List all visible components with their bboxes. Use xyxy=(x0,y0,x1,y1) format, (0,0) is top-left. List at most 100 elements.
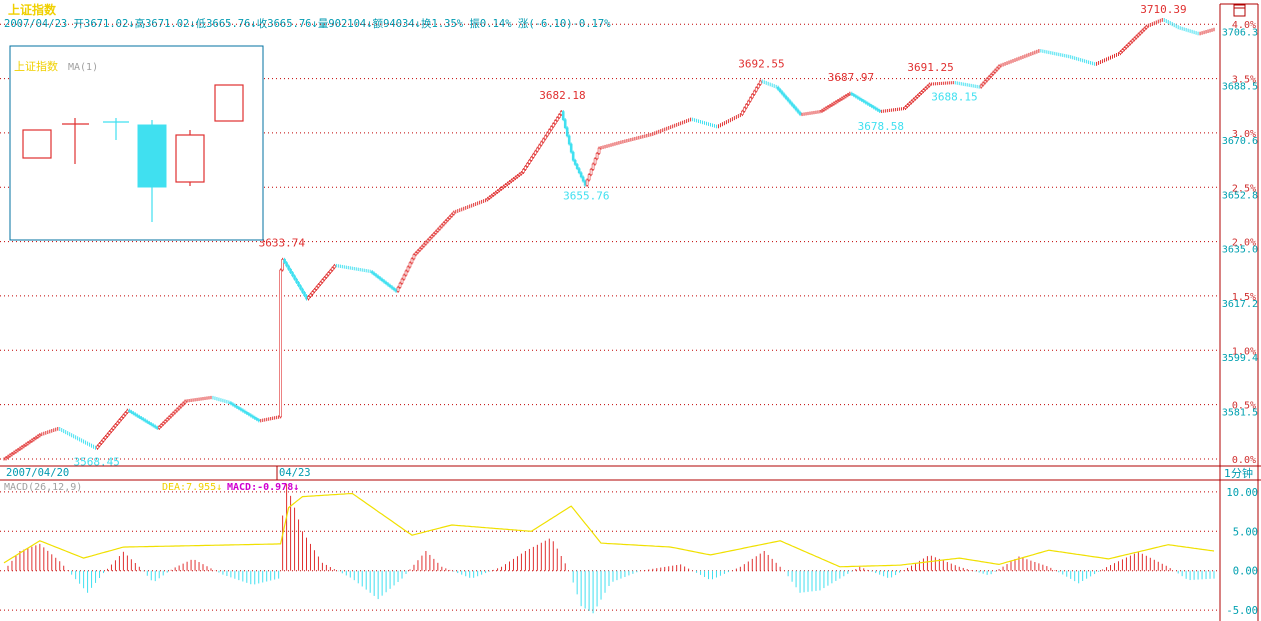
candle-body xyxy=(153,425,157,428)
legend-box xyxy=(9,45,264,241)
candle-body xyxy=(918,93,921,96)
candle-body xyxy=(382,280,386,283)
legend-candle-samples xyxy=(22,84,244,222)
candle-body xyxy=(181,402,185,406)
candle-body xyxy=(96,445,99,449)
candle-body xyxy=(868,103,872,106)
candle-body xyxy=(850,92,854,95)
candle-body xyxy=(747,100,750,105)
candles xyxy=(3,17,1215,461)
candle-body xyxy=(528,159,531,164)
candle-body xyxy=(374,274,378,277)
extreme-label: 3692.55 xyxy=(738,57,784,70)
candle-body xyxy=(179,404,183,408)
candle-body xyxy=(591,163,595,170)
candle-body xyxy=(1135,35,1138,39)
candle-body xyxy=(490,195,493,198)
interval-label[interactable]: 1分钟 xyxy=(1224,466,1253,480)
candle-body xyxy=(430,235,434,238)
candle-body xyxy=(438,226,442,230)
candle-body xyxy=(565,127,569,137)
candle-body xyxy=(36,435,40,438)
candle-body xyxy=(100,440,103,444)
candle-body xyxy=(333,265,336,269)
candle-body xyxy=(526,163,529,167)
extreme-label: 3691.25 xyxy=(907,61,953,74)
candle-body xyxy=(561,111,565,120)
extreme-label: 3655.76 xyxy=(563,189,609,202)
price-tick-label: 3599.4 xyxy=(1222,353,1258,364)
candle-body xyxy=(138,415,141,418)
candle-body xyxy=(991,71,995,75)
candle-body xyxy=(303,292,306,296)
candle-body xyxy=(372,272,376,275)
candle-body xyxy=(120,417,123,421)
candle-body xyxy=(24,443,28,446)
candle-body xyxy=(398,282,402,288)
candle-body xyxy=(750,94,754,99)
candle-body xyxy=(743,107,746,112)
candle-body xyxy=(309,293,312,297)
candle-body xyxy=(530,156,533,161)
candle-body xyxy=(792,105,796,109)
price-tick-label: 3688.5 xyxy=(1222,82,1258,93)
candle-body xyxy=(323,277,326,281)
candle-body xyxy=(245,412,249,414)
candle-body xyxy=(32,438,36,441)
candle-body xyxy=(4,457,8,460)
candle-body xyxy=(370,271,374,274)
candle-body xyxy=(442,222,446,226)
candle-body xyxy=(239,408,243,411)
chart-title: 上证指数 xyxy=(8,2,57,17)
candle-body xyxy=(253,416,257,419)
candle-body xyxy=(424,241,428,245)
candle-body xyxy=(98,443,101,447)
candle-body xyxy=(299,285,302,290)
candle-body xyxy=(229,402,233,405)
candle-body xyxy=(876,108,879,111)
candle-body xyxy=(832,102,836,105)
candle-body xyxy=(593,158,597,165)
candle-body xyxy=(573,159,577,165)
candle-body xyxy=(790,102,794,106)
extreme-label: 3568.45 xyxy=(74,455,120,468)
candle-body xyxy=(846,94,850,96)
candle-body xyxy=(169,414,173,418)
candle-body xyxy=(38,434,42,437)
candle-body xyxy=(128,409,131,412)
candle-body xyxy=(569,143,573,153)
candle-body xyxy=(822,108,826,111)
candle-body xyxy=(151,424,155,427)
price-tick-label: 3670.6 xyxy=(1222,136,1258,147)
candle-body xyxy=(410,258,414,264)
candle-body xyxy=(595,153,599,160)
candle-body xyxy=(928,83,931,87)
candle-body xyxy=(532,153,535,158)
candle-body xyxy=(1127,43,1130,47)
candle-body xyxy=(444,220,448,224)
candle-body xyxy=(866,102,870,105)
candle-body xyxy=(916,95,919,98)
maximize-button[interactable] xyxy=(1233,4,1246,17)
candle-body xyxy=(418,248,422,251)
candle-body xyxy=(587,174,591,181)
candle-body xyxy=(177,406,181,410)
candle-body xyxy=(597,147,601,154)
candle-body xyxy=(522,169,525,173)
candle-body xyxy=(979,84,983,88)
candle-body xyxy=(295,278,298,283)
candle-body xyxy=(313,289,316,293)
candle-body xyxy=(496,190,499,193)
candle-body xyxy=(926,85,929,89)
candle-body xyxy=(110,428,113,432)
candle-body xyxy=(920,91,923,94)
candle-body xyxy=(325,274,328,278)
pct-tick-label: 0.0% xyxy=(1232,455,1256,466)
candle-body xyxy=(838,99,842,101)
candle-body xyxy=(293,275,296,280)
candle-body xyxy=(1129,41,1132,45)
candle-body xyxy=(1123,47,1126,51)
candle-body xyxy=(828,105,832,107)
candle-body xyxy=(512,178,515,181)
candle-body xyxy=(376,275,380,278)
